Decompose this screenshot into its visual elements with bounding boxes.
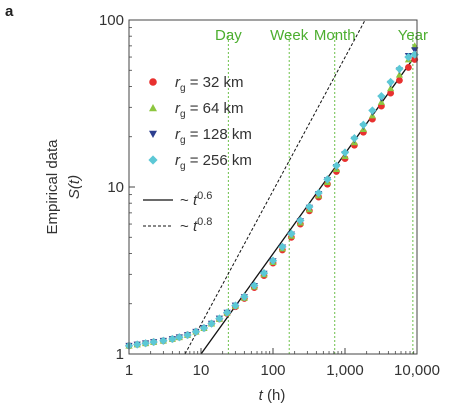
- event-label-year: Year: [398, 27, 428, 44]
- data-point-series-4: [386, 77, 395, 87]
- data-point-series-4: [323, 175, 332, 184]
- data-point-series-1: [411, 56, 419, 63]
- data-point-series-4: [368, 106, 377, 115]
- data-point-series-4: [305, 202, 314, 212]
- data-point-series-4: [149, 337, 158, 347]
- event-label-month: Month: [314, 27, 356, 44]
- data-point-series-4: [240, 292, 249, 301]
- data-point-series-4: [199, 323, 209, 333]
- data-point-series-4: [278, 242, 287, 252]
- plot-frame: [128, 19, 418, 355]
- data-point-series-4: [231, 301, 240, 310]
- data-point-series-4: [250, 281, 259, 290]
- data-point-series-4: [287, 229, 296, 238]
- data-point-series-4: [215, 314, 224, 323]
- legend-label: ~ t0.8: [180, 216, 212, 235]
- data-point-series-4: [296, 216, 305, 225]
- legend-entry-series-1: rg = 32 km: [149, 74, 244, 94]
- fit-lines: [184, 20, 417, 354]
- x-axis-label: t (h): [259, 387, 286, 404]
- legend-label: rg = 256 km: [175, 152, 252, 172]
- y-tick-label: 100: [99, 12, 124, 29]
- data-point-series-4: [332, 161, 341, 170]
- panel-label: a: [5, 3, 14, 20]
- fit-line-2: [184, 20, 366, 354]
- data-point-series-1: [404, 64, 412, 71]
- data-point-series-4: [350, 134, 359, 143]
- legend-entry-series-2: rg = 64 km: [149, 100, 244, 120]
- x-tick-label: 10: [193, 362, 210, 379]
- data-point-series-4: [207, 319, 216, 328]
- data-points: [124, 42, 419, 350]
- legend-label: rg = 32 km: [175, 74, 244, 94]
- legend-marker: [149, 104, 157, 112]
- data-point-series-4: [377, 92, 386, 101]
- legend: rg = 32 km rg = 64 km rg = 128 km rg = 256 …: [143, 74, 252, 235]
- data-point-series-4: [404, 52, 413, 62]
- legend-label: rg = 64 km: [175, 100, 244, 120]
- data-point-series-4: [133, 340, 142, 349]
- x-tick-label: 1: [125, 362, 133, 379]
- x-tick-label: 100: [260, 362, 285, 379]
- data-point-series-4: [268, 256, 278, 265]
- legend-label: rg = 128 km: [175, 126, 252, 146]
- event-label-week: Week: [270, 27, 309, 44]
- event-label-day: Day: [215, 27, 242, 44]
- legend-marker: [148, 155, 158, 165]
- data-point-series-4: [395, 64, 404, 73]
- data-point-series-1: [387, 89, 395, 97]
- legend-entry-series-4: rg = 256 km: [148, 152, 252, 172]
- data-point-series-4: [175, 333, 184, 342]
- data-point-series-4: [340, 148, 350, 157]
- data-point-series-1: [396, 76, 403, 84]
- legend-label: ~ t0.6: [180, 190, 212, 209]
- x-axis-unit: (h): [263, 387, 286, 404]
- data-point-series-2: [395, 71, 404, 78]
- legend-marker: [149, 130, 157, 138]
- data-point-series-4: [314, 188, 323, 198]
- data-point-series-4: [259, 268, 269, 278]
- axis-ticks: 1 10 100 1,000 10,000 1 10 100: [99, 12, 440, 379]
- y-tick-label: 1: [116, 346, 124, 363]
- y-axis-label-line1: Empirical data: [44, 139, 61, 235]
- legend-entry-series-3: rg = 128 km: [149, 126, 252, 146]
- x-tick-label: 1,000: [326, 362, 364, 379]
- y-tick-label: 10: [107, 179, 124, 196]
- data-point-series-4: [159, 336, 168, 345]
- data-point-series-4: [183, 330, 192, 340]
- data-point-series-4: [359, 120, 368, 129]
- data-point-series-4: [222, 308, 232, 317]
- data-point-series-2: [387, 84, 395, 92]
- x-axis-variable: t: [259, 387, 264, 404]
- legend-entry-fit-1: ~ t0.6: [143, 190, 212, 209]
- legend-entry-fit-2: ~ t0.8: [143, 216, 212, 235]
- y-axis-label-line2: S(t): [66, 175, 83, 199]
- legend-marker: [149, 78, 157, 86]
- data-point-series-4: [191, 327, 201, 336]
- x-tick-label: 10,000: [394, 362, 440, 379]
- data-point-series-4: [141, 339, 150, 348]
- data-point-series-4: [168, 334, 177, 344]
- event-markers: Day Week Month Year: [215, 27, 428, 354]
